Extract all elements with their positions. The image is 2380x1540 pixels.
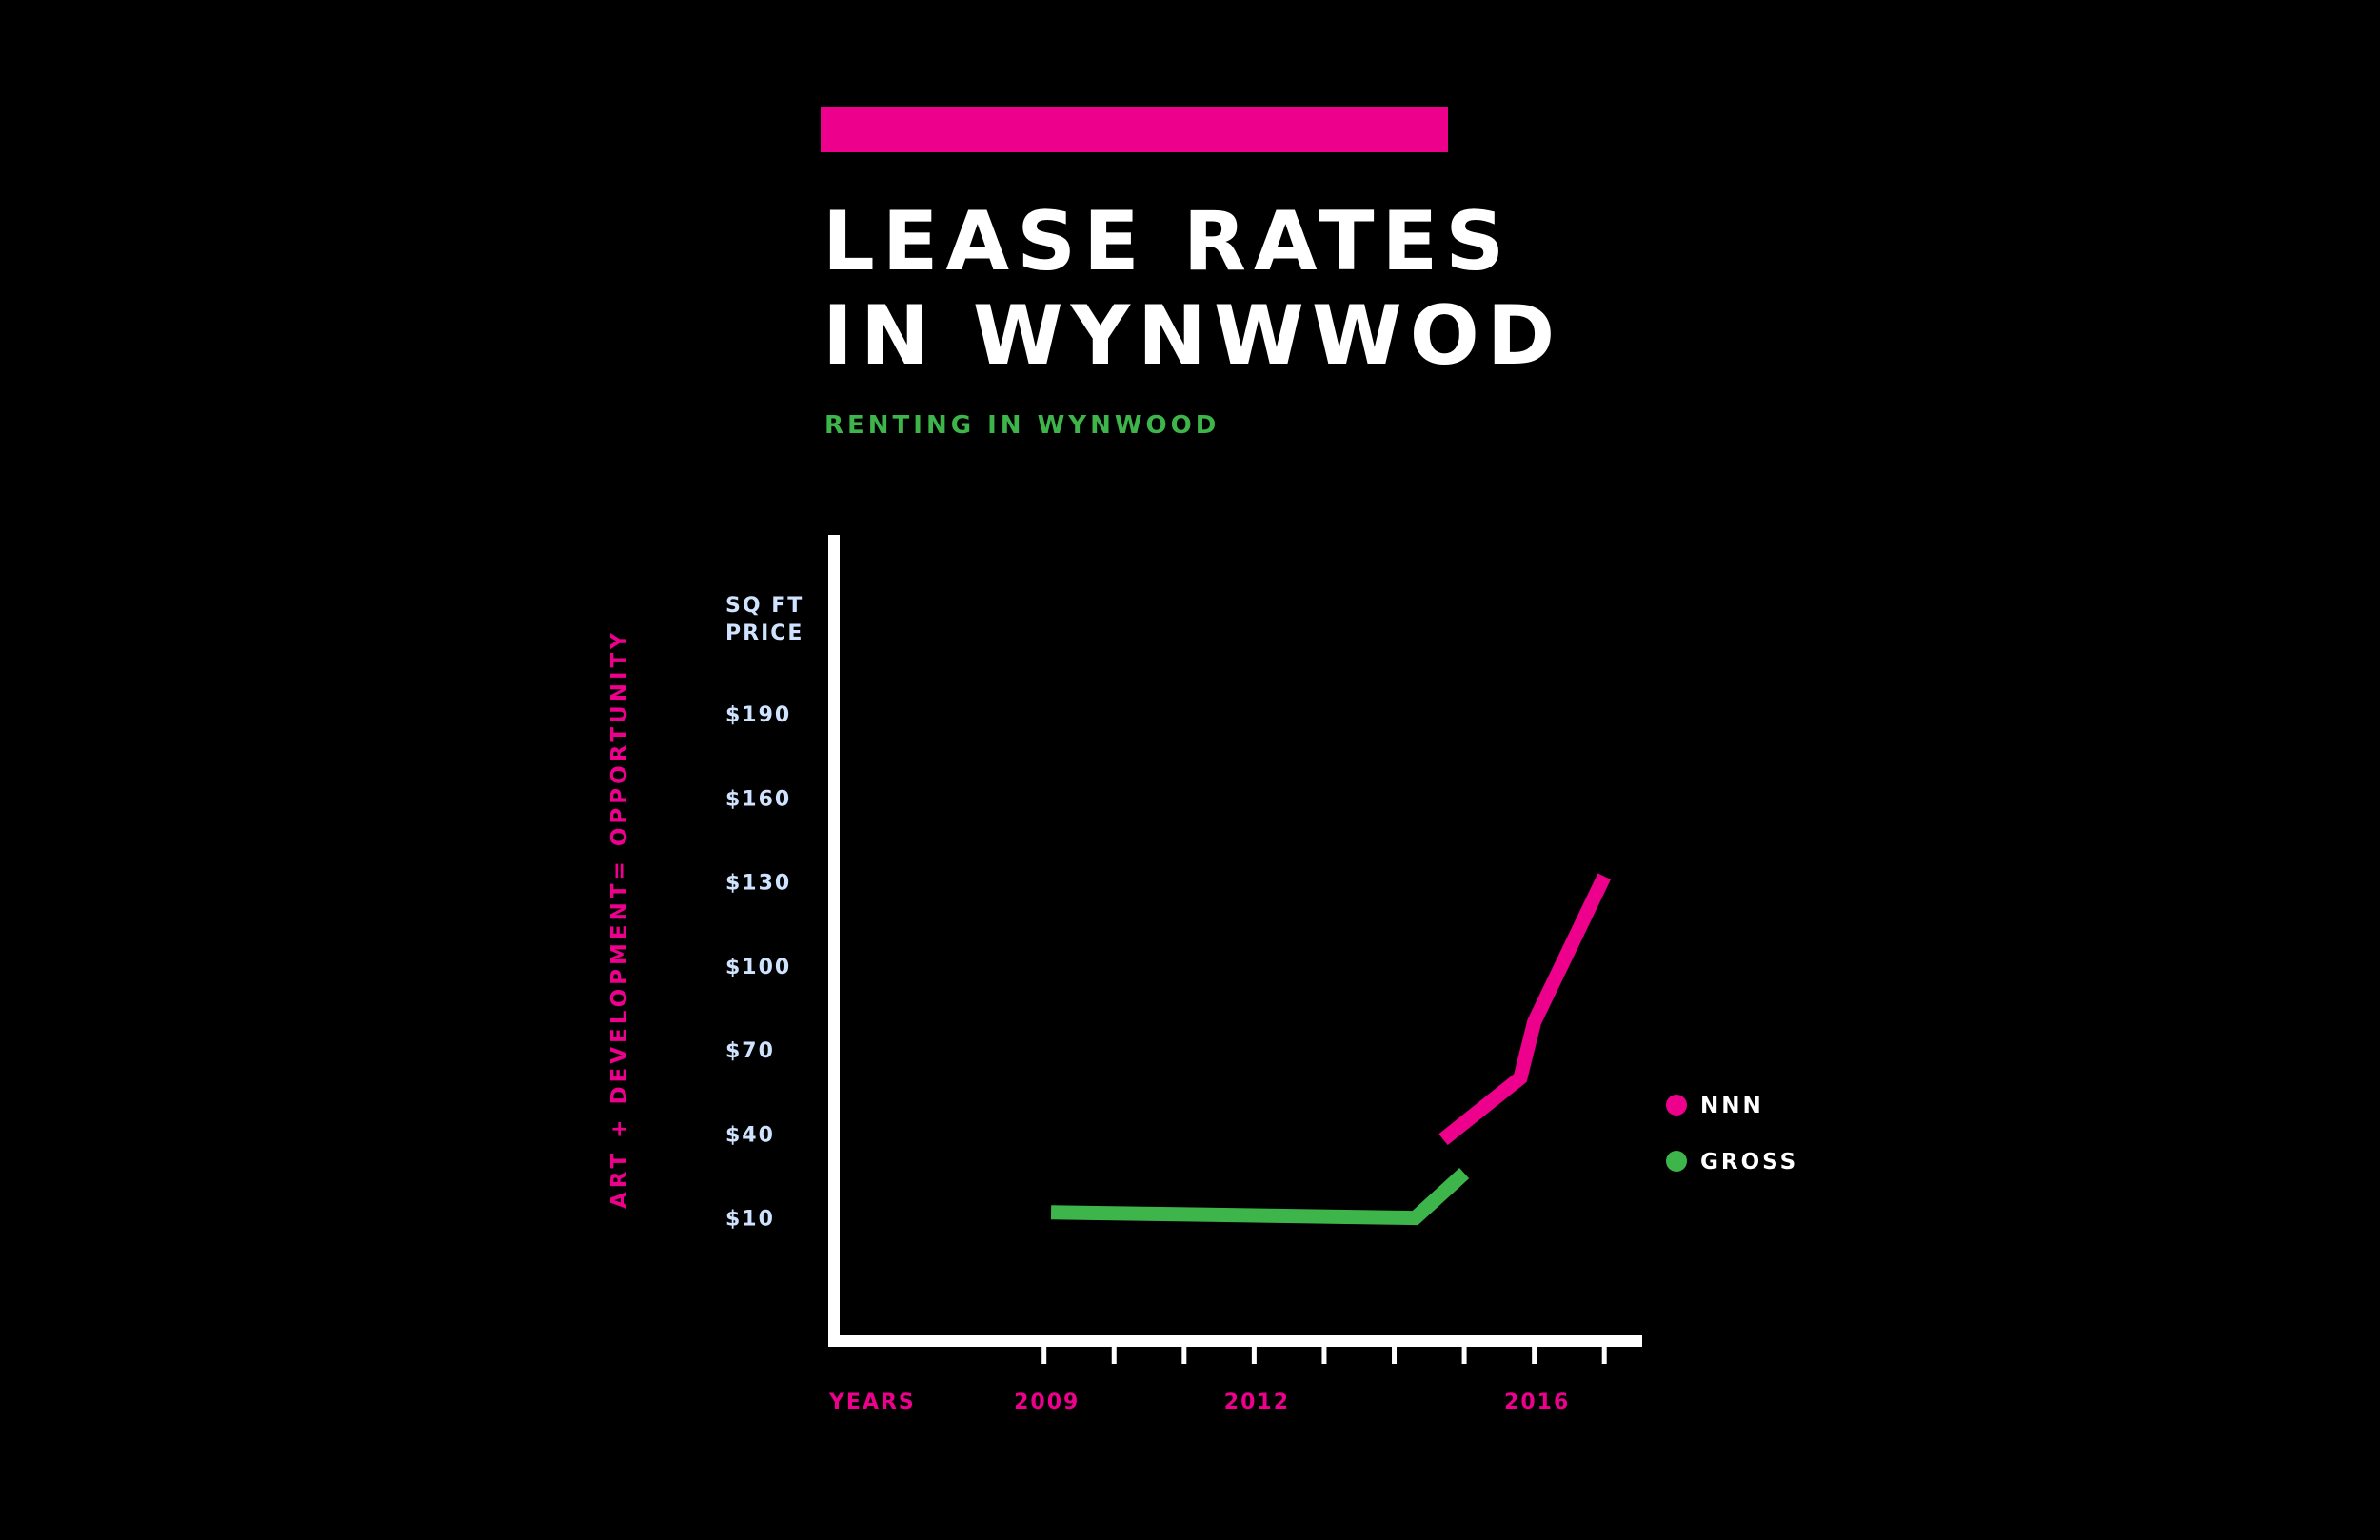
x-tick-label: 2016 xyxy=(1504,1391,1570,1414)
legend-swatch-gross xyxy=(1666,1151,1687,1172)
x-ticks xyxy=(1041,1341,1607,1364)
legend-label-nnn: NNN xyxy=(1700,1094,1764,1118)
y-tick-label: $190 xyxy=(725,703,791,727)
y-tick-label: $10 xyxy=(725,1208,775,1232)
legend-swatch-nnn xyxy=(1666,1095,1687,1116)
x-tick-label: 2012 xyxy=(1224,1391,1290,1414)
x-axis-title: YEARS xyxy=(828,1391,916,1414)
y-tick-label: $40 xyxy=(725,1123,775,1147)
chart-title-line-1: LEASE RATES xyxy=(823,194,1512,289)
y-tick-label: $160 xyxy=(725,787,791,811)
series-line-nnn xyxy=(1438,873,1611,1146)
y-axis-title-line-1: SQ FT xyxy=(725,594,803,618)
header-accent-bar xyxy=(821,107,1448,152)
y-tick-labels: $10 $40 $70 $100 $130 $160 $190 xyxy=(725,703,791,1232)
chart-title-line-2: IN WYNWWOD xyxy=(823,288,1562,384)
side-label: ART + DEVELOPMENT= OPPORTUNITY xyxy=(607,629,632,1209)
x-tick-labels: 2009 2012 2016 xyxy=(1014,1391,1570,1414)
series-lines xyxy=(1050,873,1611,1226)
chart-subtitle: RENTING IN WYNWOOD xyxy=(824,411,1220,440)
x-tick-label: 2009 xyxy=(1014,1391,1080,1414)
series-line-gross xyxy=(1050,1168,1470,1226)
y-tick-label: $70 xyxy=(725,1039,775,1063)
y-tick-label: $100 xyxy=(725,956,791,979)
y-tick-label: $130 xyxy=(725,872,791,896)
legend: NNN GROSS xyxy=(1666,1094,1798,1175)
y-axis-title-line-2: PRICE xyxy=(725,622,803,645)
legend-label-gross: GROSS xyxy=(1700,1150,1798,1175)
